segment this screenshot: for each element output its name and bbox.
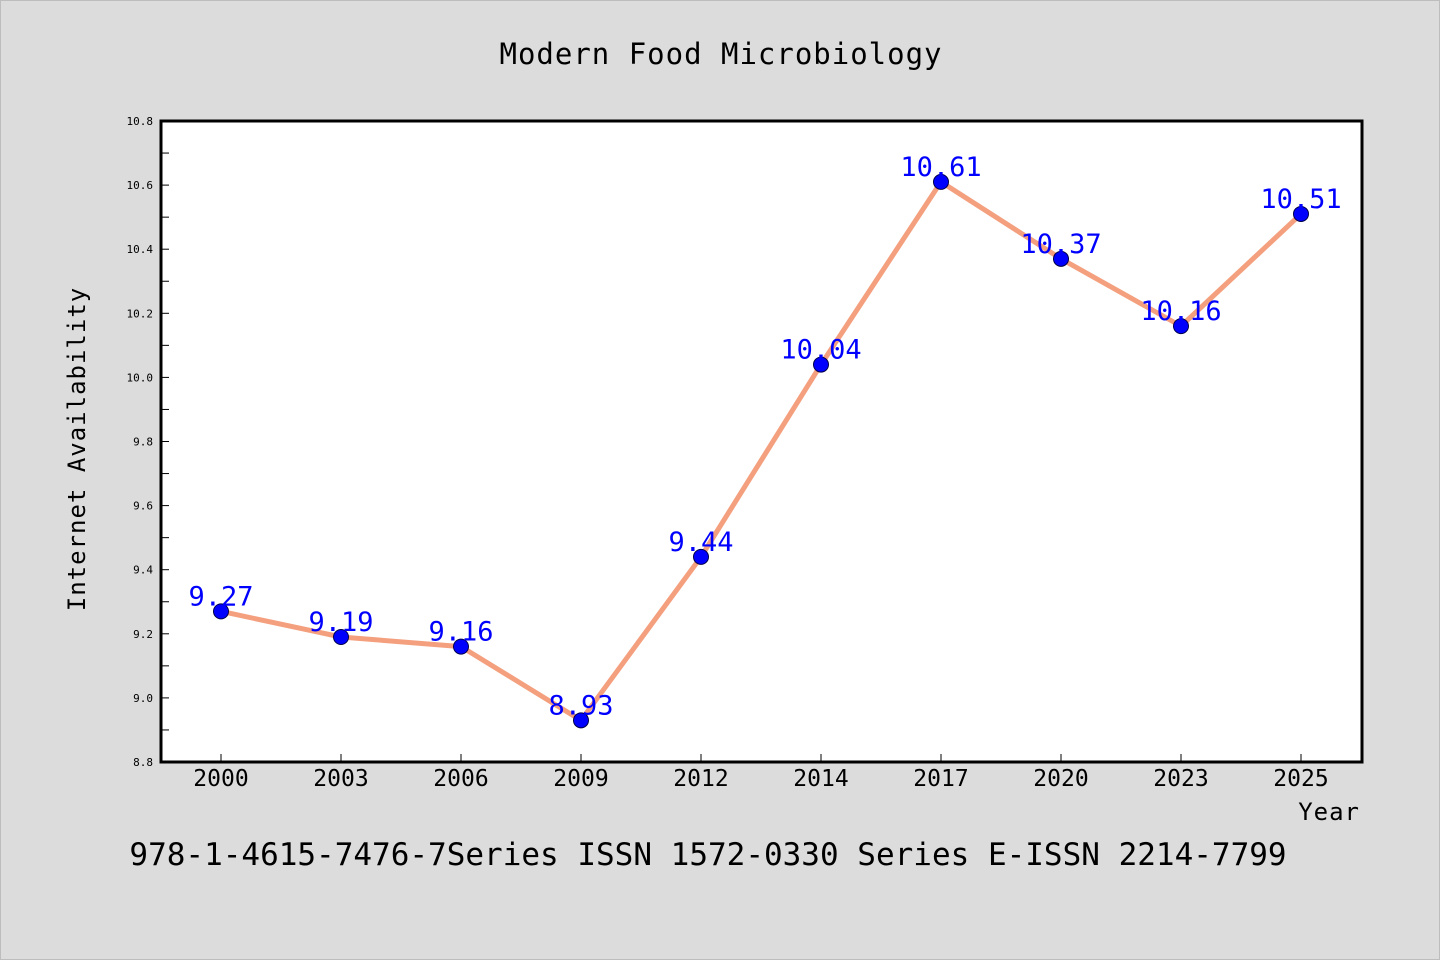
x-tick-label: 2006 (433, 766, 488, 792)
data-point (813, 356, 829, 373)
y-tick-label: 8.8 (133, 756, 153, 769)
data-label: 8.93 (548, 690, 613, 721)
data-point (693, 548, 709, 565)
x-tick-label: 2003 (313, 766, 368, 792)
x-tick-label: 2014 (793, 766, 848, 792)
data-point (573, 712, 589, 729)
data-point (213, 603, 229, 620)
plot-frame (159, 119, 1364, 764)
data-label: 10.51 (1260, 184, 1341, 215)
footer-series-issn: 978-1-4615-7476-7Series ISSN 1572-0330 S… (129, 837, 1286, 873)
data-label: 10.16 (1140, 296, 1221, 327)
x-tick-label: 2000 (193, 766, 248, 792)
y-tick-label: 9.0 (133, 692, 153, 705)
y-tick-label: 10.8 (127, 115, 154, 128)
x-tick-label: 2020 (1033, 766, 1088, 792)
data-point (453, 638, 469, 655)
data-point (1293, 205, 1309, 222)
x-tick-label: 2023 (1153, 766, 1208, 792)
data-label: 9.44 (668, 527, 733, 558)
data-point (1173, 318, 1189, 335)
x-tick-label: 2009 (553, 766, 608, 792)
series-ratings: 9.27 9.19 9.16 8.93 9.44 10.04 10.61 10.37 10.16… (188, 152, 1342, 729)
x-tick-label: 2025 (1273, 766, 1328, 792)
x-axis-title: Year (1298, 798, 1360, 826)
x-tick-label: 2017 (913, 766, 968, 792)
y-tick-label: 10.4 (127, 243, 154, 256)
y-tick-label: 9.2 (133, 628, 153, 641)
x-tick-label: 2012 (673, 766, 728, 792)
y-tick-label: 9.6 (133, 500, 153, 513)
x-axis: 2000 2003 2006 2009 2012 2014 2017 2020 2023 2025 (193, 754, 1329, 792)
y-axis: 8.8 9.0 9.2 9.4 9.6 9.8 10.0 10.2 10.4 10.6 10.8 (127, 115, 169, 769)
data-point (933, 173, 949, 190)
data-label: 9.27 (188, 581, 253, 612)
data-point (333, 629, 349, 646)
data-label: 10.04 (780, 335, 861, 366)
chart-title: Modern Food Microbiology (499, 37, 942, 71)
y-tick-label: 9.8 (133, 436, 153, 449)
y-tick-label: 10.2 (127, 307, 154, 320)
y-axis-title: Internet Availability (63, 287, 91, 611)
data-label: 10.61 (900, 152, 981, 183)
plot-area (161, 121, 1362, 762)
data-point (1053, 250, 1069, 267)
data-label: 9.19 (308, 607, 373, 638)
series-line (218, 179, 1304, 723)
y-tick-label: 10.0 (127, 371, 154, 384)
y-tick-label: 9.4 (133, 564, 153, 577)
data-label: 10.37 (1020, 229, 1101, 260)
y-tick-label: 10.6 (127, 179, 154, 192)
data-label: 9.16 (428, 617, 493, 648)
